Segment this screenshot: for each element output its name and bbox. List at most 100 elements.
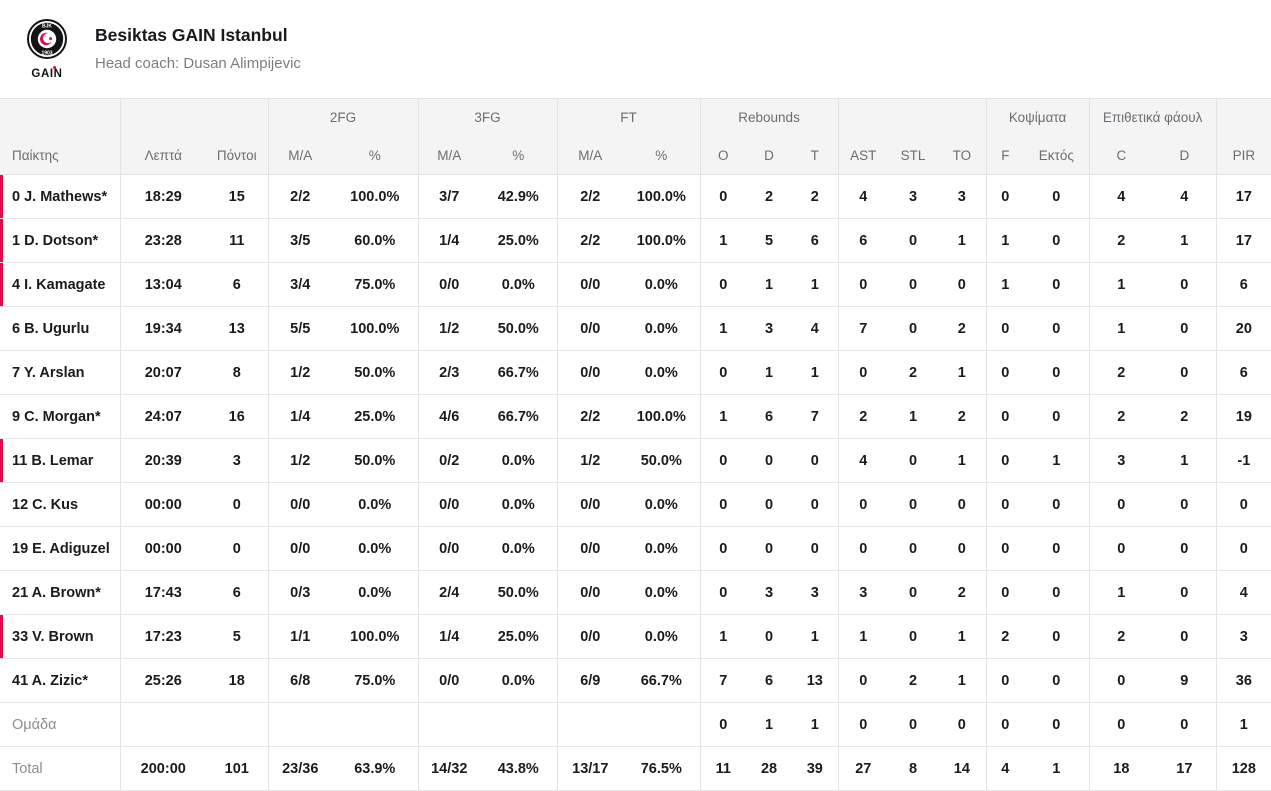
stat-cell: 50.0% — [332, 350, 419, 395]
stat-cell: 76.5% — [623, 746, 701, 791]
stat-cell: 1/2 — [268, 350, 332, 395]
stat-cell: 0/3 — [268, 570, 332, 615]
stat-cell: 0 — [838, 482, 889, 527]
stat-cell: 18 — [1089, 746, 1154, 791]
stat-cell: 6 — [792, 218, 839, 263]
col-foul-c: C — [1089, 136, 1154, 175]
stat-cell: 0 — [1153, 702, 1217, 747]
stat-cell: 1 — [700, 394, 747, 439]
stat-cell: 23/36 — [268, 746, 332, 791]
stat-cell: 43.8% — [480, 746, 558, 791]
stat-cell: 4 — [986, 746, 1025, 791]
group-rebounds: Rebounds — [700, 98, 839, 137]
player-row: 1 D. Dotson* 23:28 11 3/5 60.0% 1/4 25.0% 2/2 10… — [0, 218, 1271, 263]
stat-cell: 0 — [1216, 482, 1271, 527]
stat-cell: 0.0% — [480, 658, 558, 703]
stat-cell: 2/2 — [557, 394, 624, 439]
col-ft-ma: M/A — [557, 136, 624, 175]
stat-cell: 1/2 — [418, 306, 481, 351]
player-name-cell: 33 V. Brown — [0, 614, 121, 659]
group-spacer — [838, 98, 987, 137]
col-pir: PIR — [1216, 136, 1271, 175]
stat-cell: 100.0% — [332, 306, 419, 351]
stat-cell: 0 — [1089, 526, 1154, 571]
stat-cell: 50.0% — [623, 438, 701, 483]
svg-text:BJK: BJK — [42, 23, 52, 29]
stat-cell: 75.0% — [332, 262, 419, 307]
stat-cell: 0 — [1153, 614, 1217, 659]
stat-cell: 100.0% — [332, 614, 419, 659]
stat-cell: 1 — [938, 614, 987, 659]
stat-cell: 0/0 — [557, 262, 624, 307]
team-logo: BJK 1903 GAIN — [24, 18, 70, 81]
stat-cell: 0.0% — [332, 570, 419, 615]
stat-cell: 1 — [1024, 438, 1090, 483]
stat-cell: 23:28 — [120, 218, 206, 263]
stat-cell: 1 — [938, 438, 987, 483]
stat-cell: 0/0 — [418, 658, 481, 703]
stat-cell: 1 — [986, 218, 1025, 263]
stat-cell: -1 — [1216, 438, 1271, 483]
stat-cell: 2/2 — [557, 174, 624, 219]
col-blk-f: F — [986, 136, 1025, 175]
col-3fg-pct: % — [480, 136, 558, 175]
stat-cell: 0/0 — [268, 482, 332, 527]
stat-cell: 0/0 — [557, 614, 624, 659]
stat-cell: 13 — [206, 306, 269, 351]
stat-cell: 18:29 — [120, 174, 206, 219]
stat-cell: 6 — [1216, 350, 1271, 395]
stat-cell: 18 — [206, 658, 269, 703]
stat-cell: 0 — [938, 262, 987, 307]
stat-cell: 25:26 — [120, 658, 206, 703]
stat-cell: 0 — [746, 482, 793, 527]
stat-cell: 0 — [746, 526, 793, 571]
stat-cell: 0 — [986, 526, 1025, 571]
stat-cell: 2/2 — [557, 218, 624, 263]
stat-cell: 3 — [1216, 614, 1271, 659]
col-minutes: Λεπτά — [120, 136, 206, 175]
col-reb-t: T — [792, 136, 839, 175]
stat-cell: 1 — [986, 262, 1025, 307]
stat-cell: 7 — [700, 658, 747, 703]
stat-cell: 1 — [792, 350, 839, 395]
col-stl: STL — [888, 136, 939, 175]
total-row: Total 200:00 101 23/36 63.9% 14/32 43.8% 13/17 7… — [0, 746, 1271, 791]
stat-cell: 0 — [1024, 262, 1090, 307]
group-offensive-fouls: Επιθετικά φάουλ — [1089, 98, 1217, 137]
player-row: 21 A. Brown* 17:43 6 0/3 0.0% 2/4 50.0% 0/0 0.0%… — [0, 570, 1271, 615]
stat-cell: 0 — [1024, 702, 1090, 747]
stat-cell: 0 — [888, 262, 939, 307]
stat-cell: 20:07 — [120, 350, 206, 395]
stat-cell — [623, 702, 701, 747]
stat-cell: 0 — [1153, 262, 1217, 307]
stat-cell: 0.0% — [623, 262, 701, 307]
stat-cell: 0 — [1024, 350, 1090, 395]
stat-cell: 1/4 — [418, 218, 481, 263]
stat-cell: 0 — [1089, 482, 1154, 527]
stat-cell: 25.0% — [480, 614, 558, 659]
stat-cell: 1 — [1089, 306, 1154, 351]
stat-cell: 0.0% — [623, 482, 701, 527]
stat-cell: 5/5 — [268, 306, 332, 351]
stat-cell: 00:00 — [120, 526, 206, 571]
stat-cell: 0.0% — [480, 526, 558, 571]
stat-cell: 4 — [1153, 174, 1217, 219]
stat-cell: 0 — [792, 482, 839, 527]
stat-cell: 60.0% — [332, 218, 419, 263]
stat-cell: 1 — [746, 262, 793, 307]
stat-cell: 2 — [1153, 394, 1217, 439]
col-points: Πόντοι — [206, 136, 269, 175]
stat-cell: 0 — [938, 482, 987, 527]
gain-red-dot-icon — [52, 65, 56, 69]
stat-cell: 0 — [986, 306, 1025, 351]
stat-cell: 3/5 — [268, 218, 332, 263]
stat-cell — [557, 702, 624, 747]
stat-cell: 1 — [746, 702, 793, 747]
stat-cell: 1 — [1024, 746, 1090, 791]
stat-cell: 1 — [888, 394, 939, 439]
stat-cell: 2 — [838, 394, 889, 439]
stat-cell: 1/1 — [268, 614, 332, 659]
stat-cell: 3 — [206, 438, 269, 483]
player-name-cell: 12 C. Kus — [0, 482, 121, 527]
stat-cell: 0 — [986, 702, 1025, 747]
